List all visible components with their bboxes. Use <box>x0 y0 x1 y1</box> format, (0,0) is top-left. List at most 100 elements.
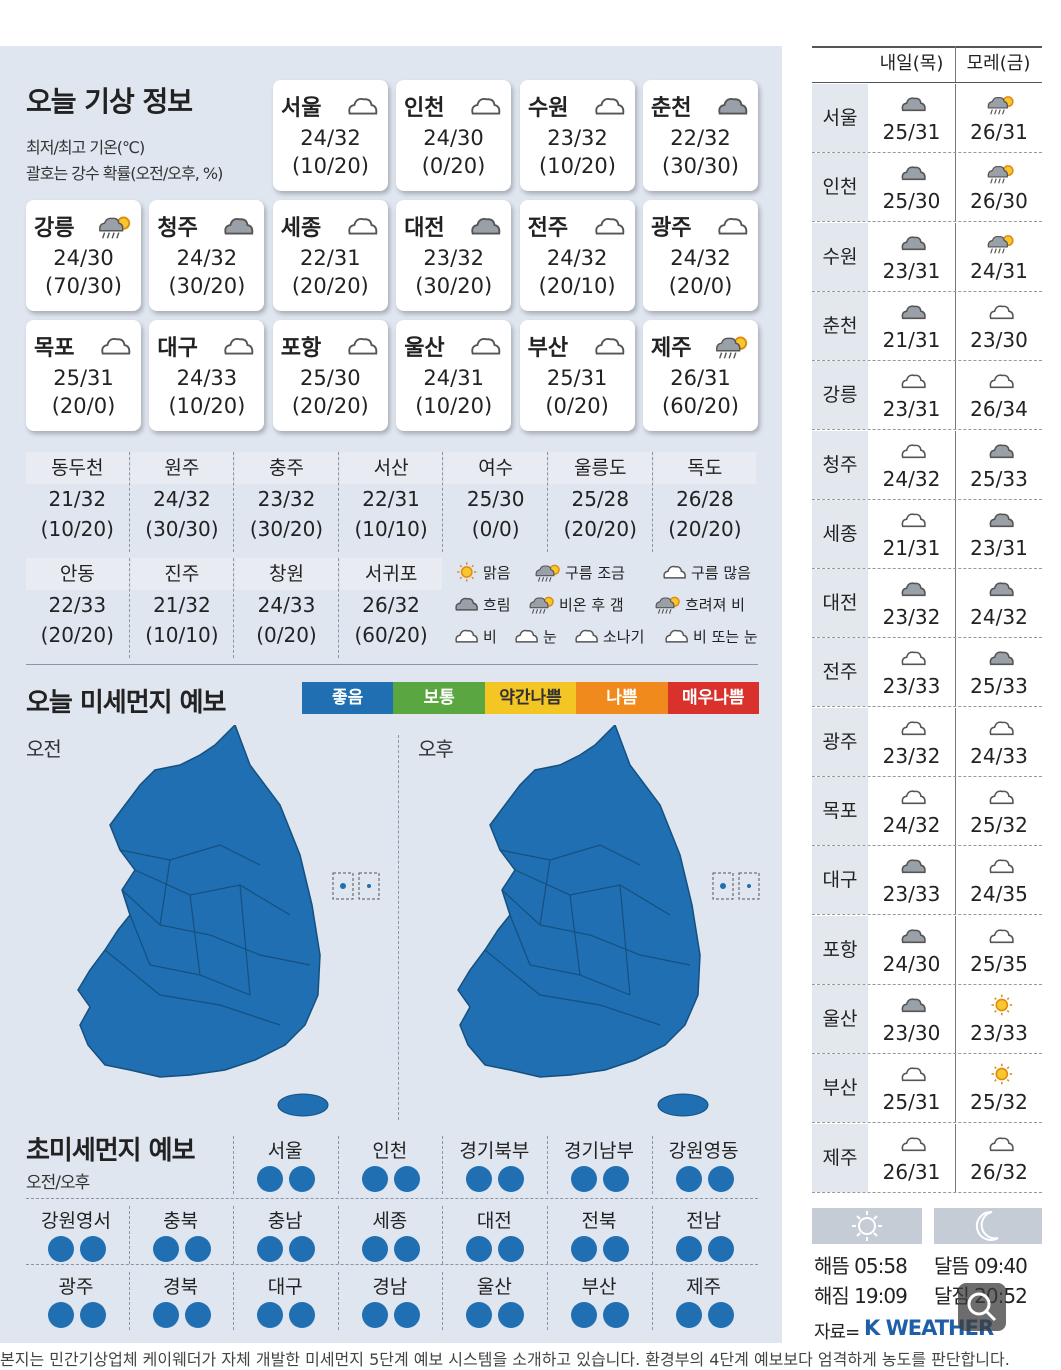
forecast-row-13: 울산 23/30 23/33 <box>812 984 1042 1054</box>
pm-am-dot <box>152 1236 179 1262</box>
forecast-city: 광주 <box>812 707 868 776</box>
col-dayafter: 모레(금) <box>966 53 1031 74</box>
moonrise: 달뜸 09:40 <box>934 1254 1028 1278</box>
forecast-city: 인천 <box>812 153 868 222</box>
tomorrow-temp: 23/31 <box>882 258 941 283</box>
cloud-outline-icon <box>575 629 598 643</box>
city-card-7: 대전 23/32 (30/20) <box>396 200 512 311</box>
city-cell-grid2-0: 안동 22/33 (20/20) <box>26 558 129 650</box>
cloud-filled-icon <box>455 597 478 611</box>
city-temp: 24/30 <box>423 126 484 150</box>
tomorrow-temp: 23/32 <box>882 605 941 630</box>
pm-pm-dot <box>184 1302 211 1328</box>
dust-level-2: 약간나쁨 <box>484 682 577 714</box>
pm-am-dot <box>466 1302 493 1328</box>
city-temp: 22/31 <box>300 246 361 270</box>
cell-divider <box>651 452 653 552</box>
city-name: 울산 <box>404 336 445 361</box>
forecast-row-9: 광주 23/32 24/33 <box>812 707 1042 777</box>
dayafter-temp: 23/33 <box>970 1020 1028 1045</box>
city-temp: 24/32 <box>670 246 731 270</box>
city-card-12: 포항 25/30 (20/20) <box>272 320 388 431</box>
city-name: 대구 <box>157 336 198 361</box>
cloud-outline-icon <box>471 98 501 115</box>
pm-region-row2-1: 충북 <box>163 1210 199 1232</box>
city-card-15: 제주 26/31 (60/20) <box>643 320 758 431</box>
cell-divider <box>128 452 130 552</box>
pm-dots <box>571 1166 629 1192</box>
pm-region-row3-4: 울산 <box>476 1276 512 1298</box>
city-temp: 24/32 <box>546 246 608 270</box>
city-card-9: 광주 24/32 (20/0) <box>643 200 758 311</box>
legend-label: 비온 후 갬 <box>559 595 624 614</box>
pm-am-dot <box>48 1302 74 1328</box>
cloud-filled-icon <box>989 513 1014 527</box>
cell-temp: 21/32 <box>153 593 211 617</box>
cloud-outline-icon <box>901 1136 926 1151</box>
city-name: 강릉 <box>34 216 75 241</box>
city-name: 세종 <box>280 216 322 241</box>
cloud-filled-icon <box>989 651 1014 666</box>
city-cell-grid1-5: 울릉도 25/28 (20/20) <box>549 452 652 544</box>
cell-divider <box>233 452 235 552</box>
col-tomorrow: 내일(목) <box>879 53 944 74</box>
legend-label: 흐림 <box>483 595 511 614</box>
cell-name: 동두천 <box>26 452 129 484</box>
pm-divider <box>651 1206 653 1264</box>
city-cell-grid2-1: 진주 21/32 (10/10) <box>130 558 234 650</box>
pm-region-row3-2: 대구 <box>267 1276 303 1298</box>
city-prob: (20/20) <box>291 394 369 418</box>
city-cell-grid1-3: 서산 22/31 (10/10) <box>339 452 443 544</box>
pm-pm-dot <box>498 1166 525 1192</box>
forecast-city: 청주 <box>812 430 868 499</box>
city-prob: (0/20) <box>421 154 486 178</box>
pm-am-dot <box>675 1302 702 1328</box>
pm-am-dot <box>571 1236 597 1262</box>
korea-map-pm <box>457 725 760 1117</box>
map-pm-label: 오후 <box>418 737 454 761</box>
sunrise: 해뜸 05:58 <box>814 1254 908 1278</box>
rain-then-sun-icon <box>529 596 554 614</box>
city-card-8: 전주 24/32 (20/10) <box>519 200 635 311</box>
pm-pm-dot <box>603 1302 629 1328</box>
cloud-outline-icon <box>989 374 1014 389</box>
city-prob: (10/20) <box>415 394 493 418</box>
city-card-3: 춘천 22/32 (30/30) <box>643 80 758 191</box>
dayafter-temp: 24/33 <box>970 743 1028 768</box>
dayafter-temp: 23/30 <box>970 327 1028 352</box>
cell-prob: (20/20) <box>563 517 637 541</box>
pm-dots <box>361 1166 420 1192</box>
dayafter-temp: 23/31 <box>970 535 1028 560</box>
cell-prob: (20/20) <box>40 623 114 647</box>
sun-box <box>812 1208 922 1244</box>
city-prob: (20/10) <box>538 274 616 298</box>
pm-region-row3-6: 제주 <box>686 1276 722 1298</box>
city-prob: (20/0) <box>51 394 116 418</box>
city-temp: 24/32 <box>300 126 361 150</box>
city-name: 전주 <box>527 216 569 241</box>
city-temp: 24/30 <box>53 246 114 270</box>
cell-prob: (30/30) <box>145 517 219 541</box>
city-temp: 22/32 <box>670 126 731 150</box>
cloud-outline-icon <box>901 374 926 389</box>
cell-name: 안동 <box>26 558 129 590</box>
cloud-filled-icon <box>901 859 926 874</box>
pm-pm-dot <box>289 1166 316 1192</box>
map-am-label: 오전 <box>26 737 62 761</box>
cloud-filled-icon <box>901 97 926 112</box>
pm-pm-dot <box>289 1236 316 1262</box>
forecast-city: 대구 <box>812 846 868 915</box>
cloud-outline-icon <box>515 629 538 643</box>
cell-name: 원주 <box>130 452 234 484</box>
cloud-filled-icon <box>718 98 748 115</box>
cloud-filled-icon <box>224 218 254 235</box>
zoom-button[interactable] <box>958 1283 1006 1331</box>
rain-then-sun-icon <box>535 564 560 582</box>
tomorrow-temp: 24/30 <box>882 951 941 976</box>
dust-level-3: 나쁨 <box>576 682 668 714</box>
dayafter-temp: 26/31 <box>970 120 1028 144</box>
cell-divider <box>128 558 130 658</box>
city-temp: 25/31 <box>53 366 114 390</box>
pm-pm-dot <box>289 1302 316 1328</box>
pm-region-row2-5: 전북 <box>581 1210 617 1232</box>
